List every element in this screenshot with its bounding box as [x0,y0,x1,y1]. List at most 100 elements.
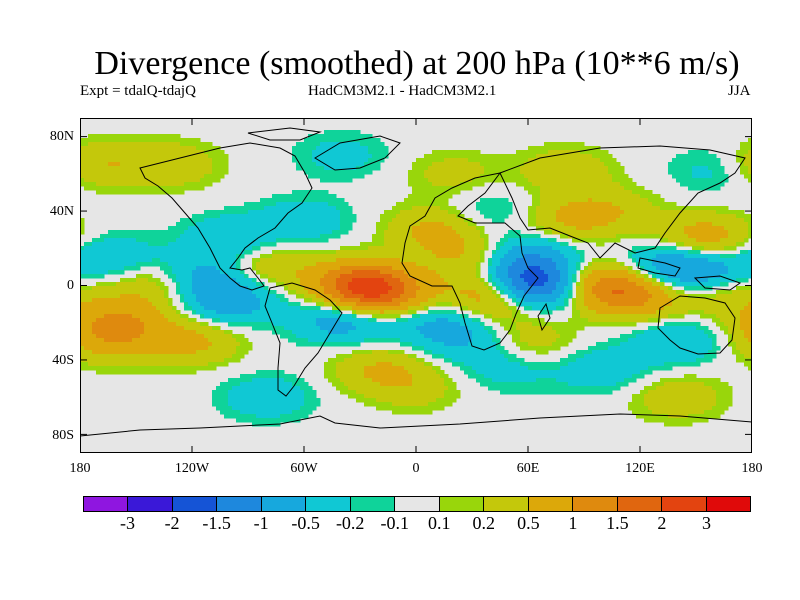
field-cell [180,282,185,287]
field-cell [644,266,649,271]
field-cell [252,226,257,231]
field-cell [132,154,137,159]
field-cell [332,214,337,219]
field-cell [116,138,121,143]
field-cell [320,270,325,275]
field-cell [712,230,717,235]
field-cell [280,258,285,263]
field-cell [680,290,685,295]
field-cell [556,266,561,271]
field-cell [536,158,541,163]
field-cell [684,262,689,267]
field-cell [392,218,397,223]
field-cell [328,254,333,259]
field-cell [456,286,461,291]
field-cell [208,142,213,147]
field-cell [664,246,669,251]
field-cell [680,282,685,287]
field-cell [388,226,393,231]
field-cell [248,278,253,283]
field-cell [684,166,689,171]
field-cell [164,182,169,187]
field-cell [660,282,665,287]
field-cell [540,238,545,243]
field-cell [424,218,429,223]
field-cell [288,230,293,235]
field-cell [544,266,549,271]
field-cell [92,142,97,147]
field-cell [460,298,465,303]
field-cell [536,206,541,211]
field-cell [328,262,333,267]
field-cell [180,294,185,299]
field-cell [544,250,549,255]
field-cell [172,170,177,175]
field-cell [580,222,585,227]
field-cell [280,254,285,259]
field-cell [380,142,385,147]
field-cell [172,278,177,283]
field-cell [296,274,301,279]
field-cell [516,250,521,255]
field-cell [344,266,349,271]
field-cell [684,162,689,167]
field-cell [332,282,337,287]
field-cell [348,282,353,287]
field-cell [340,294,345,299]
field-cell [328,274,333,279]
field-cell [324,210,329,215]
field-cell [296,190,301,195]
field-cell [388,290,393,295]
field-cell [108,166,113,171]
field-cell [200,290,205,295]
field-cell [336,158,341,163]
field-cell [448,158,453,163]
field-cell [416,230,421,235]
field-cell [592,258,597,263]
field-cell [536,210,541,215]
field-cell [224,234,229,239]
field-cell [560,210,565,215]
field-cell [100,138,105,143]
field-cell [476,206,481,211]
field-cell [96,142,101,147]
field-cell [156,246,161,251]
field-cell [408,246,413,251]
field-cell [480,278,485,283]
field-cell [376,154,381,159]
field-cell [728,254,733,259]
field-cell [552,162,557,167]
field-cell [320,230,325,235]
field-cell [596,282,601,287]
field-cell [420,182,425,187]
field-cell [156,182,161,187]
field-cell [692,262,697,267]
field-cell [340,254,345,259]
field-cell [116,182,121,187]
field-cell [420,170,425,175]
field-cell [608,290,613,295]
field-cell [420,202,425,207]
field-cell [556,246,561,251]
field-cell [412,210,417,215]
field-cell [116,186,121,191]
field-cell [112,262,117,267]
field-cell [388,230,393,235]
field-cell [316,262,321,267]
field-cell [100,246,105,251]
field-cell [404,226,409,231]
field-cell [196,146,201,151]
field-cell [536,194,541,199]
field-cell [220,266,225,271]
field-cell [624,290,629,295]
field-cell [260,238,265,243]
field-cell [336,230,341,235]
field-cell [688,170,693,175]
field-cell [460,174,465,179]
field-cell [712,218,717,223]
field-cell [384,230,389,235]
field-cell [340,262,345,267]
field-cell [600,154,605,159]
field-cell [324,290,329,295]
field-cell [612,266,617,271]
